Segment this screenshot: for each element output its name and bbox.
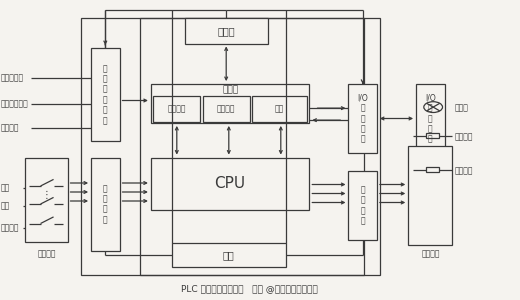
Bar [416,84,445,153]
Text: 触点: 触点 [1,201,10,210]
Text: 限位开关: 限位开关 [1,224,20,232]
Bar [140,18,364,274]
Text: 系统程序: 系统程序 [167,104,186,113]
Bar [252,96,307,122]
Text: 输入设备: 输入设备 [37,249,56,258]
Text: 图形监控系统: 图形监控系统 [1,99,29,108]
Text: 数据: 数据 [275,104,284,113]
Text: 按钮: 按钮 [1,183,10,192]
Text: 指示灯: 指示灯 [455,103,469,112]
Text: 应用程序: 应用程序 [217,104,236,113]
Bar [91,48,120,141]
Bar [151,158,309,210]
Bar [185,18,268,44]
Text: 上位计算机: 上位计算机 [1,74,24,82]
Bar [172,243,286,267]
Bar [426,133,439,138]
Text: 电源: 电源 [223,250,235,260]
Bar [408,146,452,244]
Bar [426,167,439,172]
Bar [348,84,377,153]
Text: I/O
扩
展
单
元: I/O 扩 展 单 元 [425,93,436,144]
Text: CPU: CPU [215,176,245,191]
Text: 输
出
接
口: 输 出 接 口 [360,185,365,226]
Bar [91,158,120,250]
Text: 存储器: 存储器 [222,85,238,94]
Text: 输
入
接
口: 输 入 接 口 [103,184,108,224]
Text: 电磁线圈: 电磁线圈 [455,132,474,141]
Text: PLC 的典型电路结构图   头条 @川哥工控界自媒体: PLC 的典型电路结构图 头条 @川哥工控界自媒体 [181,284,318,293]
Text: I/O
扩
展
接
口: I/O 扩 展 接 口 [357,93,368,144]
Bar [81,18,380,274]
Text: 输出设备: 输出设备 [421,249,440,258]
Bar [153,96,200,122]
Bar [203,96,250,122]
Bar [25,158,68,242]
Text: ⋮: ⋮ [42,190,51,200]
Bar [151,84,309,123]
Text: 打印机等: 打印机等 [1,123,20,132]
Text: 外
部
设
备
接
口: 外 部 设 备 接 口 [103,64,108,125]
Text: 编程器: 编程器 [217,26,235,36]
Bar [348,171,377,240]
Text: 电磁阀等: 电磁阀等 [455,167,474,176]
